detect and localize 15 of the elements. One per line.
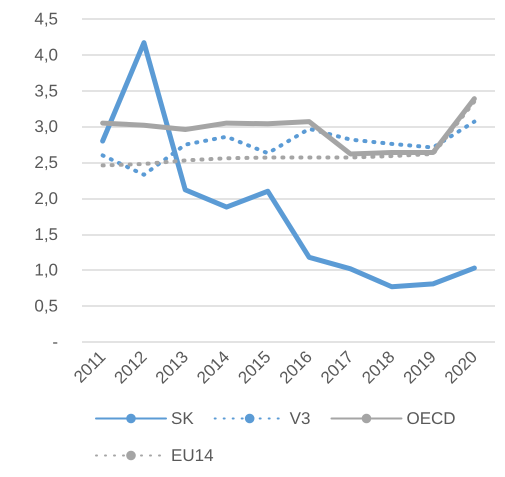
y-tick-label: 4,0 [34, 45, 58, 64]
y-tick-label: 3,0 [34, 117, 58, 136]
y-tick-label: - [52, 332, 58, 352]
legend-label: EU14 [171, 446, 214, 465]
y-tick-label: 0,5 [34, 296, 58, 316]
y-tick-label: 4,5 [34, 10, 58, 28]
y-tick-label: 1,5 [34, 224, 58, 244]
line-series [100, 100, 476, 168]
y-tick-label: 1,0 [34, 260, 58, 280]
legend-label: SK [171, 409, 194, 428]
y-tick-label: 2,5 [34, 153, 58, 172]
y-tick-label: 2,0 [34, 188, 58, 208]
y-tick-label: 3,5 [34, 81, 58, 100]
legend-label: OECD [406, 409, 456, 428]
legend-label: V3 [290, 409, 310, 428]
